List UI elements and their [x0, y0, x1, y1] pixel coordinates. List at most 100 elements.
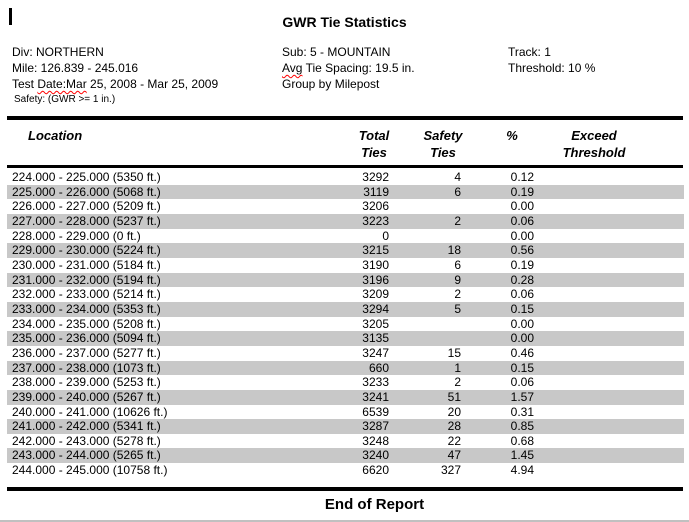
table-row: 226.000 - 227.000 (5209 ft.) 3206 0.00 — [7, 199, 684, 214]
row-location: 234.000 - 235.000 (5208 ft.) — [12, 316, 161, 331]
row-safety-ties: 1 — [454, 360, 461, 375]
column-header-total-ties: Total Ties — [358, 128, 390, 160]
row-location: 233.000 - 234.000 (5353 ft.) — [12, 301, 161, 316]
row-safety-ties: 2 — [454, 375, 461, 390]
row-total-ties: 3196 — [362, 272, 389, 287]
row-percent: 0.15 — [510, 301, 534, 316]
safety-note: Safety: (GWR >= 1 in.) — [14, 94, 116, 105]
info-column-middle: Sub: 5 - MOUNTAIN Avg Tie Spacing: 19.5 … — [282, 44, 415, 92]
row-location: 235.000 - 236.000 (5094 ft.) — [12, 331, 161, 346]
row-percent: 0.00 — [510, 331, 534, 346]
table-header-rule — [7, 165, 683, 168]
row-location: 236.000 - 237.000 (5277 ft.) — [12, 345, 161, 360]
row-safety-ties: 51 — [447, 389, 461, 404]
group-by-label: Group by Milepost — [282, 77, 380, 91]
row-percent: 0.31 — [510, 404, 534, 419]
row-total-ties: 3247 — [362, 345, 389, 360]
column-header-safety-ties: Safety Ties — [423, 128, 463, 160]
row-safety-ties: 22 — [447, 433, 461, 448]
row-safety-ties: 20 — [447, 404, 461, 419]
spellcheck-underline: Date:Mar — [37, 77, 87, 91]
table-row: 227.000 - 228.000 (5237 ft.) 3223 2 0.06 — [7, 213, 684, 229]
mile-label: Mile: 126.839 - 245.016 — [12, 61, 139, 75]
row-total-ties: 3135 — [362, 331, 389, 346]
row-percent: 0.15 — [510, 360, 534, 375]
row-percent: 0.00 — [510, 228, 534, 243]
row-safety-ties: 6 — [454, 257, 461, 272]
row-percent: 0.06 — [510, 213, 534, 228]
row-total-ties: 3292 — [362, 170, 389, 184]
row-percent: 4.94 — [510, 463, 534, 478]
row-location: 224.000 - 225.000 (5350 ft.) — [12, 170, 161, 184]
row-safety-ties: 47 — [447, 448, 461, 463]
row-total-ties: 3119 — [363, 184, 389, 199]
row-percent: 0.19 — [510, 184, 534, 199]
row-location: 232.000 - 233.000 (5214 ft.) — [12, 287, 161, 302]
row-percent: 0.00 — [510, 199, 534, 214]
row-location: 243.000 - 244.000 (5265 ft.) — [12, 448, 161, 463]
row-total-ties: 3248 — [362, 433, 389, 448]
avg-tie-spacing-label: Avg Tie Spacing: 19.5 in. — [282, 61, 415, 75]
column-header-location: Location — [28, 128, 83, 143]
table-row: 244.000 - 245.000 (10758 ft.) 6620 327 4.94 — [7, 463, 684, 478]
track-label: Track: 1 — [508, 45, 551, 59]
row-percent: 0.06 — [510, 375, 534, 390]
row-total-ties: 3206 — [362, 199, 389, 214]
row-percent: 0.19 — [510, 257, 534, 272]
table-row: 234.000 - 235.000 (5208 ft.) 3205 0.00 — [7, 317, 684, 332]
row-total-ties: 0 — [382, 228, 389, 243]
table-row: 228.000 - 229.000 (0 ft.) 0 0.00 — [7, 229, 684, 244]
row-total-ties: 3233 — [362, 375, 389, 390]
row-location: 227.000 - 228.000 (5237 ft.) — [12, 213, 161, 228]
row-percent: 0.28 — [510, 272, 534, 287]
row-percent: 0.46 — [510, 345, 534, 360]
row-location: 228.000 - 229.000 (0 ft.) — [12, 228, 141, 243]
row-location: 230.000 - 231.000 (5184 ft.) — [12, 257, 161, 272]
table-row: 231.000 - 232.000 (5194 ft.) 3196 9 0.28 — [7, 272, 684, 288]
table-row: 229.000 - 230.000 (5224 ft.) 3215 18 0.56 — [7, 243, 684, 258]
row-total-ties: 3287 — [362, 419, 389, 434]
threshold-label: Threshold: 10 % — [508, 61, 596, 75]
row-total-ties: 3215 — [362, 243, 389, 258]
text-cursor — [9, 8, 12, 25]
table-row: 236.000 - 237.000 (5277 ft.) 3247 15 0.46 — [7, 346, 684, 361]
table-row: 238.000 - 239.000 (5253 ft.) 3233 2 0.06 — [7, 375, 684, 390]
page-bottom-edge — [0, 520, 689, 522]
row-total-ties: 3209 — [362, 287, 389, 302]
row-percent: 1.45 — [510, 448, 534, 463]
test-date-label: Test Date:Mar 25, 2008 - Mar 25, 2009 — [12, 77, 219, 91]
column-header-percent: % — [506, 128, 518, 143]
table-row: 225.000 - 226.000 (5068 ft.) 3119 6 0.19 — [7, 184, 684, 200]
row-percent: 0.85 — [510, 419, 534, 434]
table-row: 224.000 - 225.000 (5350 ft.) 3292 4 0.12 — [7, 170, 684, 185]
table-row: 230.000 - 231.000 (5184 ft.) 3190 6 0.19 — [7, 258, 684, 273]
row-location: 239.000 - 240.000 (5267 ft.) — [12, 389, 161, 404]
table-row: 232.000 - 233.000 (5214 ft.) 3209 2 0.06 — [7, 287, 684, 302]
row-total-ties: 3190 — [362, 257, 389, 272]
row-location: 242.000 - 243.000 (5278 ft.) — [12, 433, 161, 448]
row-total-ties: 3240 — [362, 448, 389, 463]
sub-label: Sub: 5 - MOUNTAIN — [282, 45, 391, 59]
row-total-ties: 3223 — [362, 213, 389, 228]
row-location: 244.000 - 245.000 (10758 ft.) — [12, 463, 168, 478]
info-column-right: Track: 1 Threshold: 10 % — [508, 44, 595, 76]
table-row: 242.000 - 243.000 (5278 ft.) 3248 22 0.68 — [7, 434, 684, 449]
row-safety-ties: 2 — [454, 287, 461, 302]
column-header-exceed-threshold: Exceed Threshold — [562, 128, 626, 160]
row-location: 240.000 - 241.000 (10626 ft.) — [12, 404, 168, 419]
row-percent: 0.68 — [510, 433, 534, 448]
row-percent: 0.06 — [510, 287, 534, 302]
table-top-rule — [7, 116, 683, 120]
page-title: GWR Tie Statistics — [282, 14, 407, 30]
row-total-ties: 660 — [368, 360, 389, 375]
row-percent: 0.12 — [510, 170, 534, 184]
row-location: 225.000 - 226.000 (5068 ft.) — [12, 184, 161, 199]
table-row: 240.000 - 241.000 (10626 ft.) 6539 20 0.31 — [7, 405, 684, 420]
end-of-report-label: End of Report — [324, 496, 425, 513]
row-location: 238.000 - 239.000 (5253 ft.) — [12, 375, 161, 390]
row-safety-ties: 15 — [447, 345, 461, 360]
table-body: 224.000 - 225.000 (5350 ft.) 3292 4 0.12 225… — [7, 170, 684, 478]
row-safety-ties: 327 — [440, 463, 461, 478]
row-location: 231.000 - 232.000 (5194 ft.) — [12, 272, 161, 287]
spellcheck-underline: Avg — [282, 61, 303, 75]
